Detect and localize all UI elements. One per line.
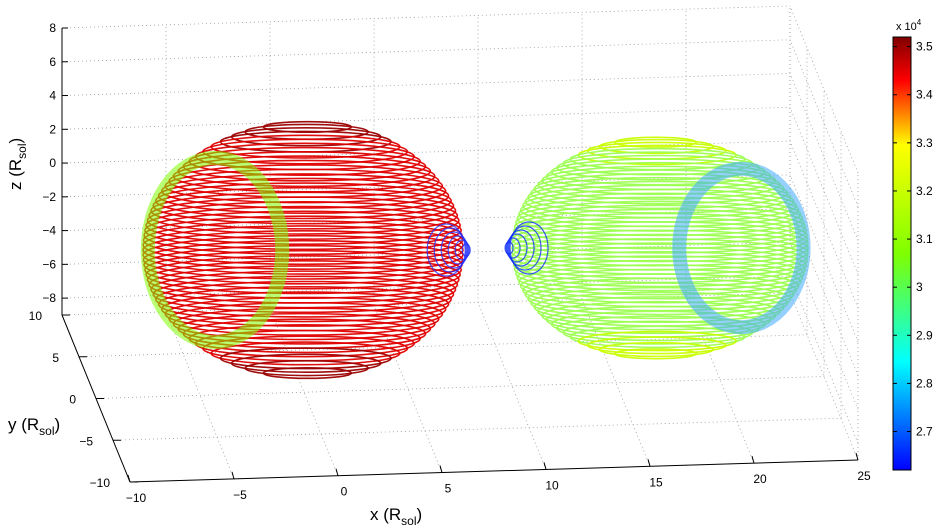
neck-ring <box>507 229 535 267</box>
neck-ring <box>454 239 470 261</box>
neck-ring <box>509 221 549 275</box>
grid-line <box>61 140 791 164</box>
grid-line <box>61 73 791 96</box>
colorbar-tick-label: 3.5 <box>916 40 933 54</box>
colorbar-tick-label: 2.8 <box>916 376 933 390</box>
x-tick <box>855 452 859 461</box>
x-axis-label: x (Rsol) <box>370 505 422 528</box>
grid-line <box>95 376 825 399</box>
z-tick-label: 4 <box>49 89 56 103</box>
x-tick-label: 15 <box>649 475 663 489</box>
x-tick <box>127 474 131 483</box>
z-tick-label: 2 <box>49 122 56 136</box>
isotherm-ring <box>598 341 715 358</box>
colorbar-ticks: 3.5 3.4 3.3 3.2 3.1 3 2.9 2.8 2.7 <box>893 40 933 439</box>
colorbar-tick-label: 3.3 <box>916 136 933 150</box>
x-axis-line <box>129 459 859 483</box>
x-tick-label: 0 <box>341 485 348 499</box>
grid-line <box>61 39 791 63</box>
colorbar-tick-label: 3.2 <box>916 184 933 198</box>
grid-line <box>789 39 859 207</box>
isotherm-ring <box>262 367 353 380</box>
x-tick-label: 25 <box>857 469 871 483</box>
isotherm-ring <box>210 341 401 366</box>
grid-line <box>78 334 808 358</box>
y-axis-label: y (Rsol) <box>8 415 60 438</box>
z-tick-label: −4 <box>42 224 56 238</box>
neck-ring <box>447 235 469 265</box>
y-tick-label: 10 <box>29 309 43 323</box>
x-tick <box>543 462 547 470</box>
limb-shading <box>140 150 290 350</box>
colorbar-tick-label: 3 <box>916 280 923 294</box>
series-secondary-star <box>504 136 811 360</box>
z-tick-label: −2 <box>42 190 56 204</box>
z-tick-label: 6 <box>49 55 56 69</box>
neck-ring <box>506 233 528 263</box>
colorbar: 3.5 3.4 3.3 3.2 3.1 3 2.9 2.8 2.7 x 104 <box>892 18 933 471</box>
x-tick <box>439 465 443 473</box>
grid-line <box>112 417 842 441</box>
isotherm-ring <box>577 330 737 352</box>
isotherm-ring <box>262 120 353 133</box>
x-tick-label: −10 <box>126 491 147 505</box>
y-tick-label: −5 <box>79 434 93 448</box>
isotherm-ring <box>230 353 382 373</box>
x-tick <box>335 468 339 476</box>
grid-line <box>61 5 791 29</box>
colorbar-tick-label: 3.1 <box>916 232 933 246</box>
neck-ring <box>508 225 542 271</box>
y-tick-label: 0 <box>69 393 76 407</box>
binary-stars <box>140 120 811 380</box>
x-tick <box>231 471 235 479</box>
y-tick-label: −10 <box>90 476 111 490</box>
z-tick-label: −6 <box>42 257 56 271</box>
x-tick-label: 10 <box>545 478 559 492</box>
colorbar-multiplier: x 104 <box>896 18 922 33</box>
limb-shading <box>672 161 811 335</box>
neck-ring <box>426 223 466 277</box>
isotherm-ring <box>614 348 698 360</box>
z-tick-label: 8 <box>49 21 56 35</box>
z-tick-label: 0 <box>49 156 56 170</box>
colorbar-gradient <box>892 36 912 471</box>
z-tick-label: −8 <box>42 291 56 305</box>
neck-ring <box>505 237 521 259</box>
isotherm-ring <box>586 336 727 355</box>
grid-line <box>61 106 791 130</box>
series-primary-star <box>140 120 471 380</box>
isotherm-ring <box>244 359 370 377</box>
x-tick-label: 5 <box>445 482 452 496</box>
tick-labels: −8 −6 −4 −2 0 2 4 6 8 −10 −5 0 5 10 −10 −5 0 5 10 15 20 25 <box>29 21 871 505</box>
x-tick-label: −5 <box>233 488 247 502</box>
x-tick <box>647 459 651 467</box>
neck-ring <box>440 231 468 269</box>
isotherm-ring <box>569 325 746 349</box>
neck-ring <box>433 227 467 273</box>
y-tick-label: 5 <box>52 351 59 365</box>
z-axis-label: z (Rsol) <box>6 138 29 190</box>
colorbar-tick-label: 2.7 <box>916 425 933 439</box>
colorbar-tick-label: 3.4 <box>916 88 933 102</box>
x-tick-label: 20 <box>753 472 767 486</box>
x-tick <box>751 456 755 464</box>
colorbar-tick-label: 2.9 <box>916 328 933 342</box>
grid-line <box>61 208 791 231</box>
